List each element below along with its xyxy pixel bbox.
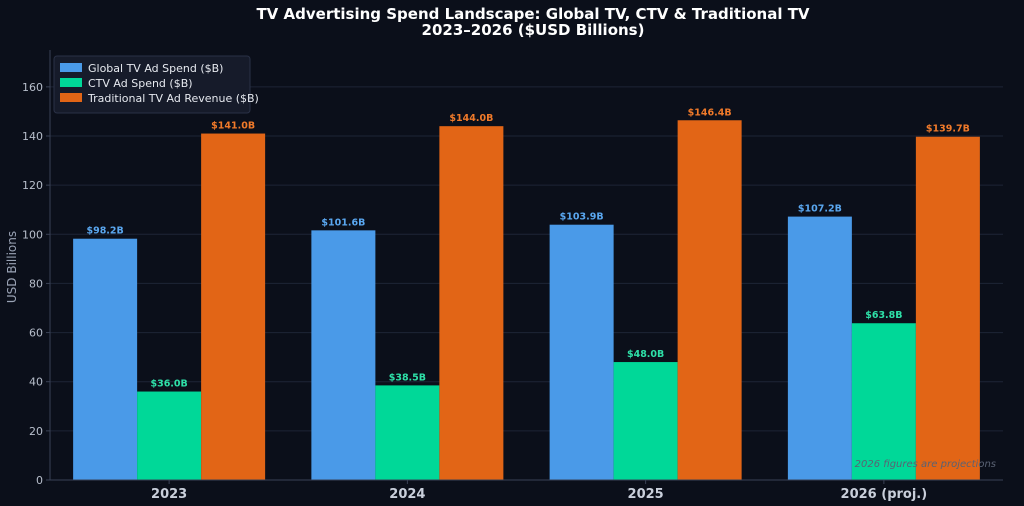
x-tick-label: 2026 (proj.) — [841, 487, 928, 502]
bar — [613, 362, 678, 480]
legend-swatch — [60, 93, 82, 102]
legend-swatch — [60, 63, 82, 72]
bar-value-label: $48.0B — [627, 349, 664, 360]
y-tick-label: 60 — [29, 327, 43, 340]
bar — [311, 230, 376, 480]
bar-value-label: $63.8B — [865, 310, 902, 321]
bar-value-label: $36.0B — [150, 379, 187, 390]
legend-label: CTV Ad Spend ($B) — [88, 77, 193, 90]
y-tick-label: 40 — [29, 376, 43, 389]
bar-value-label: $141.0B — [211, 121, 255, 132]
x-tick-label: 2024 — [389, 487, 425, 502]
legend-box — [53, 55, 251, 114]
y-tick-label: 120 — [22, 179, 43, 192]
bar — [137, 391, 202, 480]
legend: Global TV Ad Spend ($B) CTV Ad Spend ($B)… — [53, 55, 259, 114]
y-axis-label: USD Billions — [5, 231, 19, 303]
x-tick-label: 2023 — [151, 487, 187, 502]
axes — [46, 50, 1003, 484]
bar-value-label: $38.5B — [389, 372, 426, 383]
bar — [787, 216, 852, 480]
y-tick-label: 0 — [36, 474, 43, 487]
legend-label: Global TV Ad Spend ($B) — [88, 62, 223, 75]
bar — [915, 136, 980, 481]
watermark: 2026 figures are projections — [855, 459, 996, 470]
bar — [439, 126, 504, 481]
bar-value-label: $103.9B — [560, 212, 604, 223]
bar — [851, 323, 916, 480]
x-tick-label: 2025 — [628, 487, 664, 502]
bar-value-label: $139.7B — [926, 124, 970, 135]
y-tick-labels: 0 20 40 60 80 100 120 140 160 — [22, 81, 43, 487]
bar-value-label: $98.2B — [86, 226, 123, 237]
chart-title: TV Advertising Spend Landscape: Global T… — [256, 5, 809, 23]
bar — [677, 120, 742, 480]
chart-subtitle: 2023–2026 ($USD Billions) — [422, 21, 645, 39]
bar — [73, 238, 138, 480]
bar-value-label: $144.0B — [449, 113, 493, 124]
bar-value-label: $101.6B — [321, 217, 365, 228]
bar — [201, 133, 266, 481]
bar — [375, 385, 440, 480]
bar — [549, 224, 614, 480]
bar-value-label: $107.2B — [798, 204, 842, 215]
y-tick-label: 20 — [29, 425, 43, 438]
legend-label: Traditional TV Ad Revenue ($B) — [87, 92, 259, 105]
bar-value-label: $146.4B — [688, 107, 732, 118]
legend-swatch — [60, 78, 82, 87]
x-tick-labels: 2023 2024 2025 2026 (proj.) — [151, 487, 927, 502]
bars — [73, 120, 980, 481]
y-tick-label: 80 — [29, 277, 43, 290]
bar-labels: $98.2B $36.0B $141.0B $101.6B $38.5B $144.0B $… — [86, 107, 969, 389]
y-tick-label: 100 — [22, 228, 43, 241]
y-tick-label: 140 — [22, 130, 43, 143]
y-tick-label: 160 — [22, 81, 43, 94]
